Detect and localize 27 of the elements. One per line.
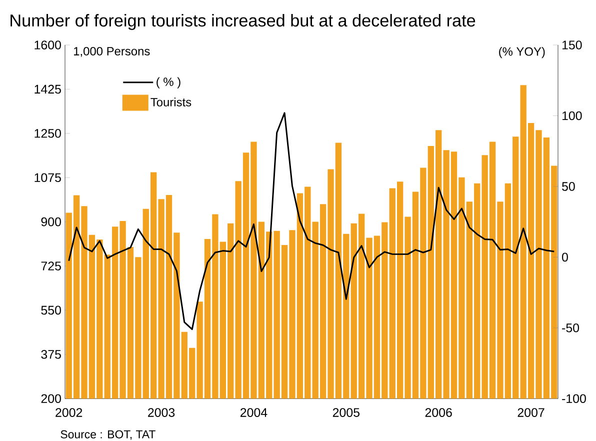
x-tick-label: 2007 (518, 408, 544, 417)
y-tick-label: 1600 (34, 40, 61, 50)
y-axis-title: 1,000 Persons (74, 46, 150, 57)
x-tick-label: 2003 (148, 408, 175, 417)
y-tick-label: 1425 (34, 84, 61, 94)
y-tick-label: 550 (41, 306, 61, 315)
y2-tick-label: 0 (562, 252, 568, 262)
y-tick-label: 900 (41, 217, 61, 226)
y-tick-label: 1075 (34, 173, 61, 182)
y2-axis-title: (% YOY) (499, 46, 545, 58)
y2-tick-label: 50 (562, 182, 575, 191)
y2-tick-label: -50 (562, 323, 580, 332)
x-tick-label: 2005 (332, 408, 360, 417)
y-tick-label: 375 (41, 350, 61, 359)
chart-title: Number of foreign tourists increased but at a decelerated rate (10, 14, 476, 30)
legend-label: ( % ) (156, 77, 180, 88)
y2-tick-label: 100 (562, 111, 582, 120)
x-tick-label: 2006 (425, 408, 452, 417)
x-tick-label: 2004 (240, 408, 268, 417)
source-note: Source : BOT, TAT (60, 430, 156, 440)
x-tick-label: 2002 (56, 408, 82, 417)
y-tick-label: 200 (41, 394, 61, 404)
legend-label: Tourists (150, 98, 192, 106)
y2-tick-label: -100 (562, 394, 586, 404)
y2-tick-label: 150 (562, 40, 582, 50)
y-tick-label: 1250 (34, 128, 61, 138)
y-tick-label: 725 (41, 262, 61, 270)
